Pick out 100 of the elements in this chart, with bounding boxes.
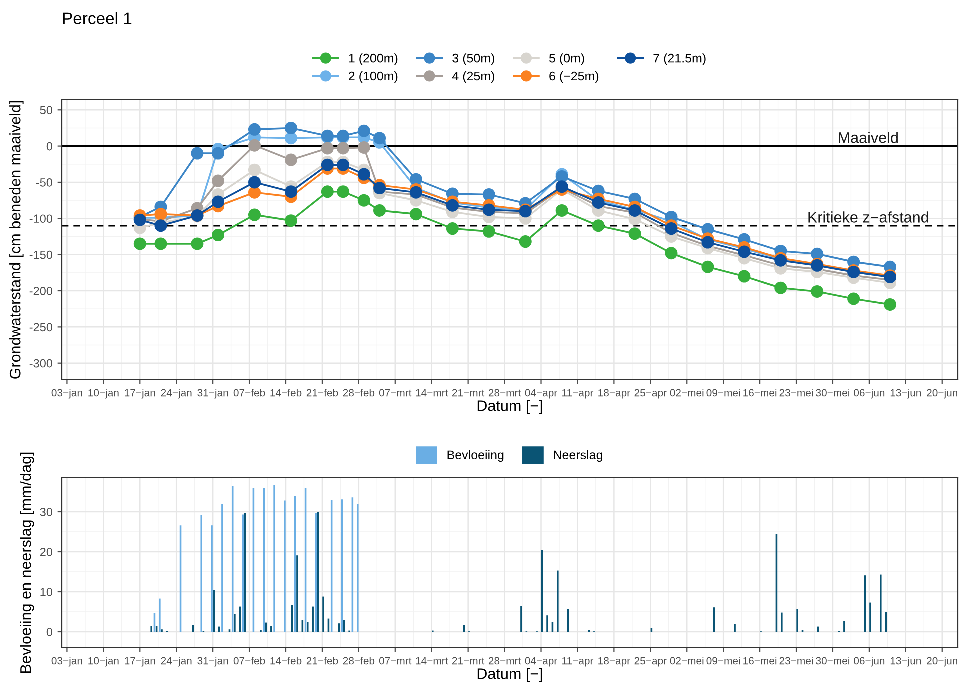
y-tick-label: 50 xyxy=(40,106,53,115)
point xyxy=(284,132,298,145)
point xyxy=(321,142,334,155)
ref-line-label: Maaiveld xyxy=(839,132,898,144)
point xyxy=(337,158,350,172)
point xyxy=(191,238,204,250)
point xyxy=(665,247,678,260)
point xyxy=(738,270,751,283)
y-tick-label: 20 xyxy=(40,548,53,556)
y-axis-title: Bevloeiing en neerslag [mm/dag] xyxy=(20,452,34,673)
point xyxy=(154,238,168,250)
x-tick-label: 02−mei xyxy=(670,657,704,665)
legend-label: 4 (25m) xyxy=(452,72,494,84)
x-tick-label: 17−jan xyxy=(125,657,156,667)
x-tick-label: 14−feb xyxy=(270,389,302,397)
x-tick-label: 11−apr xyxy=(562,657,594,667)
x-tick-label: 30−mei xyxy=(816,389,850,397)
x-tick-label: 10−jan xyxy=(88,389,119,399)
x-tick-label: 07−feb xyxy=(234,389,266,397)
x-tick-label: 13−jun xyxy=(890,389,922,399)
x-tick-label: 11−apr xyxy=(562,389,594,399)
x-tick-label: 23−mei xyxy=(780,657,814,665)
chart-title: Perceel 1 xyxy=(63,12,132,24)
point xyxy=(248,176,261,189)
x-tick-label: 20−jun xyxy=(927,657,958,667)
point xyxy=(212,229,225,242)
point xyxy=(665,222,678,236)
point xyxy=(248,164,261,176)
point xyxy=(628,228,642,240)
legend-label: 6 (−25m) xyxy=(550,72,599,84)
point xyxy=(212,147,225,160)
point xyxy=(248,208,261,222)
point xyxy=(702,260,714,274)
point xyxy=(337,142,350,155)
x-tick-label: 18−apr xyxy=(598,389,630,399)
point xyxy=(284,186,298,198)
x-tick-label: 28−mrt xyxy=(488,389,522,397)
x-tick-label: 16−mei xyxy=(744,389,777,397)
x-tick-label: 31−jan xyxy=(198,657,228,667)
x-tick-label: 04−apr xyxy=(525,657,558,667)
point xyxy=(738,246,751,258)
legend-label: 7 (21.5m) xyxy=(654,54,706,66)
x-tick-label: 16−mei xyxy=(744,657,777,665)
x-tick-label: 06−jun xyxy=(854,389,885,399)
x-tick-label: 13−jun xyxy=(890,657,922,667)
point xyxy=(702,236,714,249)
point xyxy=(884,298,897,312)
legend-label: 2 (100m) xyxy=(349,72,398,84)
x-tick-label: 24−jan xyxy=(161,389,192,399)
x-tick-label: 21−mrt xyxy=(452,389,485,397)
x-tick-label: 02−mei xyxy=(670,389,704,397)
x-tick-label: 14−mrt xyxy=(416,657,448,665)
point xyxy=(191,147,204,160)
x-tick-label: 03−jan xyxy=(52,657,82,667)
x-tick-label: 04−apr xyxy=(525,389,558,399)
point xyxy=(248,123,261,136)
x-tick-label: 09−mei xyxy=(706,657,740,665)
y-tick-label: -250 xyxy=(30,323,53,332)
x-tick-label: 25−apr xyxy=(634,389,667,399)
y-axis-title: Grondwaterstand [cm beneden maaiveld] xyxy=(10,101,24,379)
y-tick-label: 10 xyxy=(40,588,53,596)
x-tick-label: 07−mrt xyxy=(379,389,412,397)
y-tick-label: -300 xyxy=(30,359,53,368)
y-tick-label: -200 xyxy=(30,287,53,296)
x-tick-label: 03−jan xyxy=(52,389,82,399)
point xyxy=(134,238,146,250)
y-tick-label: -50 xyxy=(36,178,53,187)
point xyxy=(284,122,298,134)
y-tick-label: -150 xyxy=(30,250,53,260)
x-tick-label: 31−jan xyxy=(198,389,228,399)
x-tick-label: 21−mrt xyxy=(452,657,485,665)
point xyxy=(848,292,860,306)
x-tick-label: 23−mei xyxy=(780,389,814,397)
y-tick-label: 0 xyxy=(46,628,53,636)
x-axis-title: Datum [−] xyxy=(478,668,542,682)
point xyxy=(212,196,225,208)
x-tick-label: 09−mei xyxy=(706,389,740,397)
x-tick-label: 07−feb xyxy=(234,657,266,665)
x-tick-label: 25−apr xyxy=(634,657,667,667)
point xyxy=(154,208,168,221)
x-tick-label: 10−jan xyxy=(88,657,119,667)
x-tick-label: 07−mrt xyxy=(379,657,412,665)
ref-line-label: Kritieke z−afstand xyxy=(808,212,928,223)
point xyxy=(321,186,334,198)
y-tick-label: -100 xyxy=(30,214,53,224)
x-tick-label: 30−mei xyxy=(816,657,850,665)
point xyxy=(321,158,334,172)
point xyxy=(774,282,788,294)
point xyxy=(811,248,824,260)
legend-label: 1 (200m) xyxy=(349,54,398,66)
x-tick-label: 20−jun xyxy=(927,389,958,399)
legend-label: Bevloeiing xyxy=(448,450,504,462)
legend-label: 5 (0m) xyxy=(549,54,584,66)
x-tick-label: 21−feb xyxy=(306,389,338,397)
point xyxy=(284,154,298,166)
point xyxy=(248,186,261,199)
x-tick-label: 28−mrt xyxy=(488,657,522,665)
legend-label: Neerslag xyxy=(554,450,602,462)
x-axis-title: Datum [−] xyxy=(478,400,542,414)
y-tick-label: 30 xyxy=(40,508,53,516)
